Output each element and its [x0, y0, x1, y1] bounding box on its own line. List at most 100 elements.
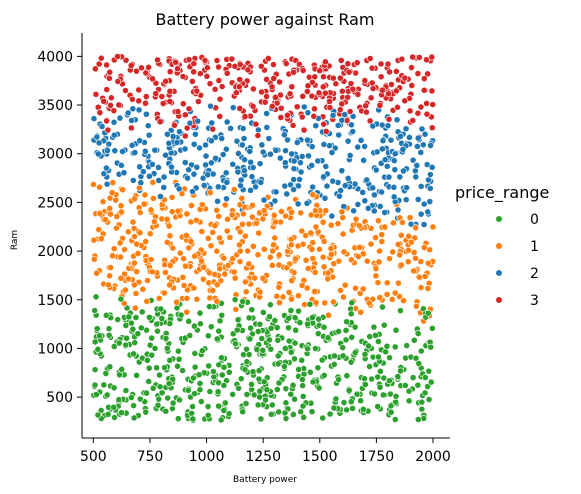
data-point-0: [185, 317, 193, 325]
data-point-1: [396, 251, 404, 259]
data-point-1: [236, 247, 244, 255]
data-point-0: [130, 402, 137, 409]
data-point-0: [387, 408, 395, 416]
data-point-1: [389, 248, 397, 256]
data-point-3: [268, 102, 276, 110]
data-point-1: [236, 241, 243, 249]
data-point-0: [174, 347, 182, 355]
data-point-1: [410, 267, 418, 275]
data-point-0: [392, 392, 400, 400]
data-point-1: [397, 261, 405, 269]
data-point-1: [266, 253, 274, 261]
data-point-3: [344, 93, 352, 101]
data-point-2: [414, 134, 422, 142]
data-point-0: [122, 322, 130, 329]
data-point-0: [158, 389, 166, 397]
data-point-3: [304, 82, 312, 90]
legend-marker-0: [495, 215, 503, 223]
data-point-2: [328, 149, 336, 156]
data-point-1: [287, 241, 295, 249]
data-point-0: [425, 396, 433, 403]
legend-marker-1: [495, 242, 503, 250]
data-point-1: [383, 279, 391, 287]
data-point-2: [290, 165, 298, 173]
data-point-0: [343, 372, 351, 380]
data-point-1: [124, 228, 132, 236]
data-point-2: [239, 125, 247, 132]
data-point-3: [345, 68, 353, 76]
data-point-0: [370, 323, 378, 331]
x-tick-label: 750: [137, 449, 164, 465]
data-point-2: [202, 161, 209, 169]
data-point-0: [351, 323, 359, 331]
data-point-3: [149, 75, 156, 83]
data-point-1: [211, 270, 219, 278]
data-point-0: [91, 307, 99, 314]
data-point-3: [190, 60, 198, 68]
data-point-3: [428, 124, 436, 132]
data-point-3: [336, 74, 344, 82]
data-point-2: [412, 173, 420, 181]
data-point-0: [298, 356, 306, 364]
data-point-3: [181, 132, 189, 140]
data-point-0: [134, 330, 142, 338]
data-point-0: [320, 371, 328, 379]
data-point-1: [302, 256, 310, 264]
data-point-1: [249, 242, 257, 250]
data-point-2: [173, 139, 181, 146]
data-point-3: [349, 85, 357, 93]
data-point-0: [162, 407, 170, 415]
data-point-3: [290, 68, 297, 76]
data-point-1: [239, 220, 246, 228]
data-point-3: [409, 117, 417, 124]
data-point-1: [372, 272, 380, 280]
data-point-1: [245, 260, 253, 268]
data-point-0: [260, 378, 268, 386]
data-point-2: [421, 130, 429, 138]
data-point-0: [281, 363, 288, 370]
data-point-0: [420, 415, 428, 422]
data-point-0: [190, 322, 198, 330]
data-point-1: [143, 297, 151, 305]
data-point-2: [229, 104, 237, 112]
data-point-1: [407, 238, 415, 246]
data-point-3: [209, 125, 217, 133]
data-point-3: [319, 83, 327, 91]
data-point-3: [204, 64, 211, 72]
data-point-0: [189, 415, 197, 423]
data-point-3: [174, 65, 181, 73]
data-point-1: [341, 281, 349, 289]
data-point-1: [309, 191, 317, 199]
data-point-2: [111, 147, 119, 155]
data-point-3: [367, 94, 375, 102]
data-point-1: [330, 298, 337, 306]
data-point-2: [364, 204, 372, 212]
data-point-1: [356, 243, 363, 251]
data-point-0: [380, 321, 388, 329]
data-point-0: [248, 306, 256, 314]
data-point-0: [256, 320, 264, 328]
data-point-0: [274, 352, 282, 360]
data-point-2: [400, 167, 407, 175]
data-point-0: [304, 320, 311, 328]
data-point-2: [256, 160, 264, 168]
data-point-1: [183, 210, 191, 218]
data-point-2: [363, 176, 371, 184]
data-point-3: [408, 64, 415, 71]
data-point-2: [361, 197, 369, 205]
data-point-0: [154, 401, 162, 409]
data-point-1: [319, 218, 327, 226]
data-point-0: [282, 385, 290, 393]
data-point-1: [375, 217, 382, 225]
data-point-3: [272, 93, 279, 101]
data-point-1: [352, 215, 360, 223]
y-tick-label: 2500: [37, 195, 73, 211]
data-point-0: [374, 403, 382, 410]
data-point-0: [177, 311, 185, 319]
data-point-3: [428, 87, 436, 95]
data-point-3: [244, 66, 252, 74]
data-point-2: [207, 102, 214, 110]
data-point-1: [204, 235, 212, 242]
data-point-0: [247, 324, 255, 332]
legend-marker-3: [495, 296, 503, 304]
